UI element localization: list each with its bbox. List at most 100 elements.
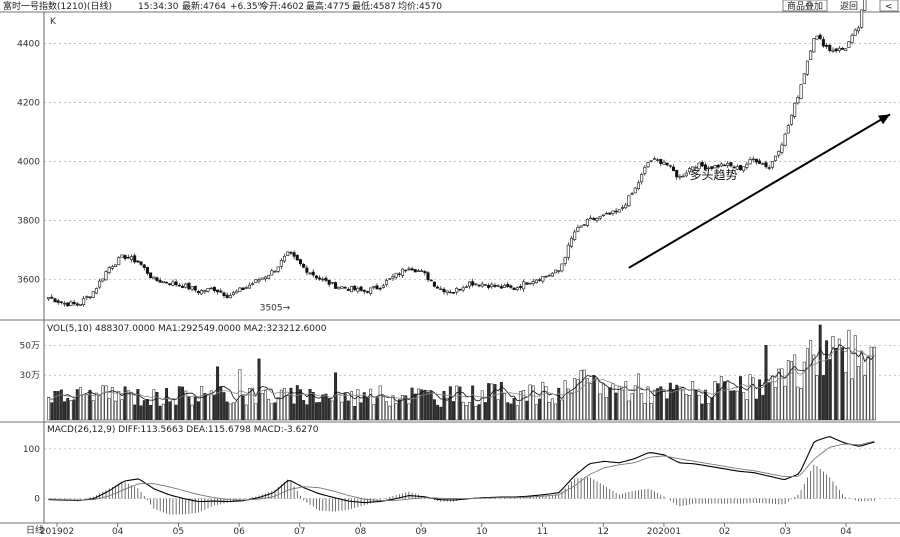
- candle-body: [474, 283, 478, 285]
- candle-body: [649, 160, 653, 162]
- candle-body: [796, 97, 800, 104]
- candle-body: [82, 298, 86, 305]
- candle-body: [786, 125, 790, 134]
- candle-body: [158, 280, 162, 283]
- candle-body: [758, 160, 762, 164]
- candle-body: [98, 280, 102, 288]
- volume-bar: [50, 402, 54, 421]
- candle-body: [149, 272, 153, 279]
- candle-body: [636, 182, 640, 190]
- candle-body: [161, 280, 165, 284]
- candle-body: [391, 276, 395, 279]
- volume-bar: [713, 381, 717, 421]
- collapse-button[interactable]: <: [879, 0, 899, 12]
- candle-body: [825, 44, 829, 47]
- candle-body: [735, 166, 739, 170]
- volume-bar: [324, 393, 328, 421]
- volume-bar: [196, 401, 200, 421]
- candle-body: [404, 269, 408, 272]
- candle-body: [59, 301, 63, 303]
- candle-body: [566, 244, 570, 258]
- candle-body: [302, 263, 306, 268]
- volume-bar: [857, 366, 860, 421]
- volume-bar: [490, 383, 494, 421]
- candle-body: [343, 287, 347, 289]
- candle-body: [260, 277, 264, 280]
- candle-body: [75, 303, 79, 306]
- candle-body: [780, 144, 784, 153]
- candle-body: [681, 175, 685, 178]
- volume-tick-label: 50万: [20, 341, 40, 351]
- volume-bar: [735, 390, 739, 421]
- volume-bar: [468, 402, 471, 421]
- volume-bar: [487, 383, 491, 421]
- overlay-menu-button[interactable]: 商品叠加: [782, 0, 828, 12]
- volume-bar: [391, 395, 395, 421]
- candle-body: [244, 287, 248, 289]
- volume-bar: [716, 383, 720, 421]
- candle-body: [726, 163, 730, 166]
- candle-body: [353, 285, 357, 291]
- price-tick-label: 3600: [17, 276, 40, 286]
- candle-body: [78, 303, 82, 306]
- candle-body: [308, 272, 312, 275]
- candle-body: [783, 133, 787, 146]
- candle-body: [168, 283, 172, 285]
- volume-bar: [672, 389, 675, 421]
- volume-bar: [177, 386, 181, 421]
- candle-body: [129, 256, 134, 260]
- volume-bar: [372, 404, 376, 421]
- candle-body: [464, 286, 468, 288]
- volume-bar: [101, 385, 105, 421]
- volume-bar: [624, 381, 628, 421]
- candle-body: [429, 279, 433, 282]
- volume-bar: [786, 360, 790, 421]
- volume-bar: [155, 391, 159, 421]
- volume-bar: [161, 403, 165, 421]
- volume-bar: [506, 402, 510, 421]
- candle-body: [585, 219, 589, 226]
- return-button[interactable]: 返回: [840, 0, 858, 12]
- macd-diff-line: [48, 436, 875, 504]
- volume-bar: [748, 374, 752, 421]
- volume-bar: [691, 381, 695, 421]
- volume-bar: [187, 396, 191, 421]
- volume-bar: [477, 404, 481, 421]
- candle-body: [729, 162, 733, 167]
- candle-body: [110, 266, 114, 269]
- candle-body: [206, 287, 210, 292]
- volume-bar: [563, 380, 567, 421]
- candle-body: [180, 285, 185, 288]
- volume-bar: [636, 373, 640, 421]
- volume-bar: [305, 404, 309, 421]
- candle-body: [397, 273, 401, 275]
- trend-arrow-head: [877, 114, 890, 125]
- candle-body: [222, 292, 226, 296]
- candle-body: [324, 277, 328, 281]
- candle-body: [283, 255, 287, 262]
- candle-body: [767, 167, 771, 169]
- candle-body: [589, 217, 593, 220]
- volume-bar: [818, 324, 822, 421]
- volume-ma2-line: [48, 346, 875, 401]
- volume-bar: [745, 399, 749, 421]
- volume-bar: [321, 394, 325, 421]
- volume-tick-label: 30万: [20, 371, 40, 381]
- candle-body: [123, 255, 127, 259]
- volume-bar: [66, 398, 70, 421]
- volume-bar: [130, 393, 133, 421]
- volume-bar: [228, 403, 232, 421]
- volume-bar: [802, 361, 806, 421]
- candle-body: [509, 285, 513, 288]
- volume-bar: [203, 393, 207, 421]
- candle-body: [860, 9, 864, 28]
- volume-bar: [190, 404, 194, 421]
- volume-bar: [168, 401, 172, 421]
- candle-body: [831, 49, 835, 52]
- macd-dea-line: [48, 440, 875, 502]
- candle-body: [528, 282, 532, 285]
- x-axis-tick-label: 12: [598, 527, 609, 537]
- candle-body: [142, 264, 146, 268]
- volume-bar: [783, 385, 787, 421]
